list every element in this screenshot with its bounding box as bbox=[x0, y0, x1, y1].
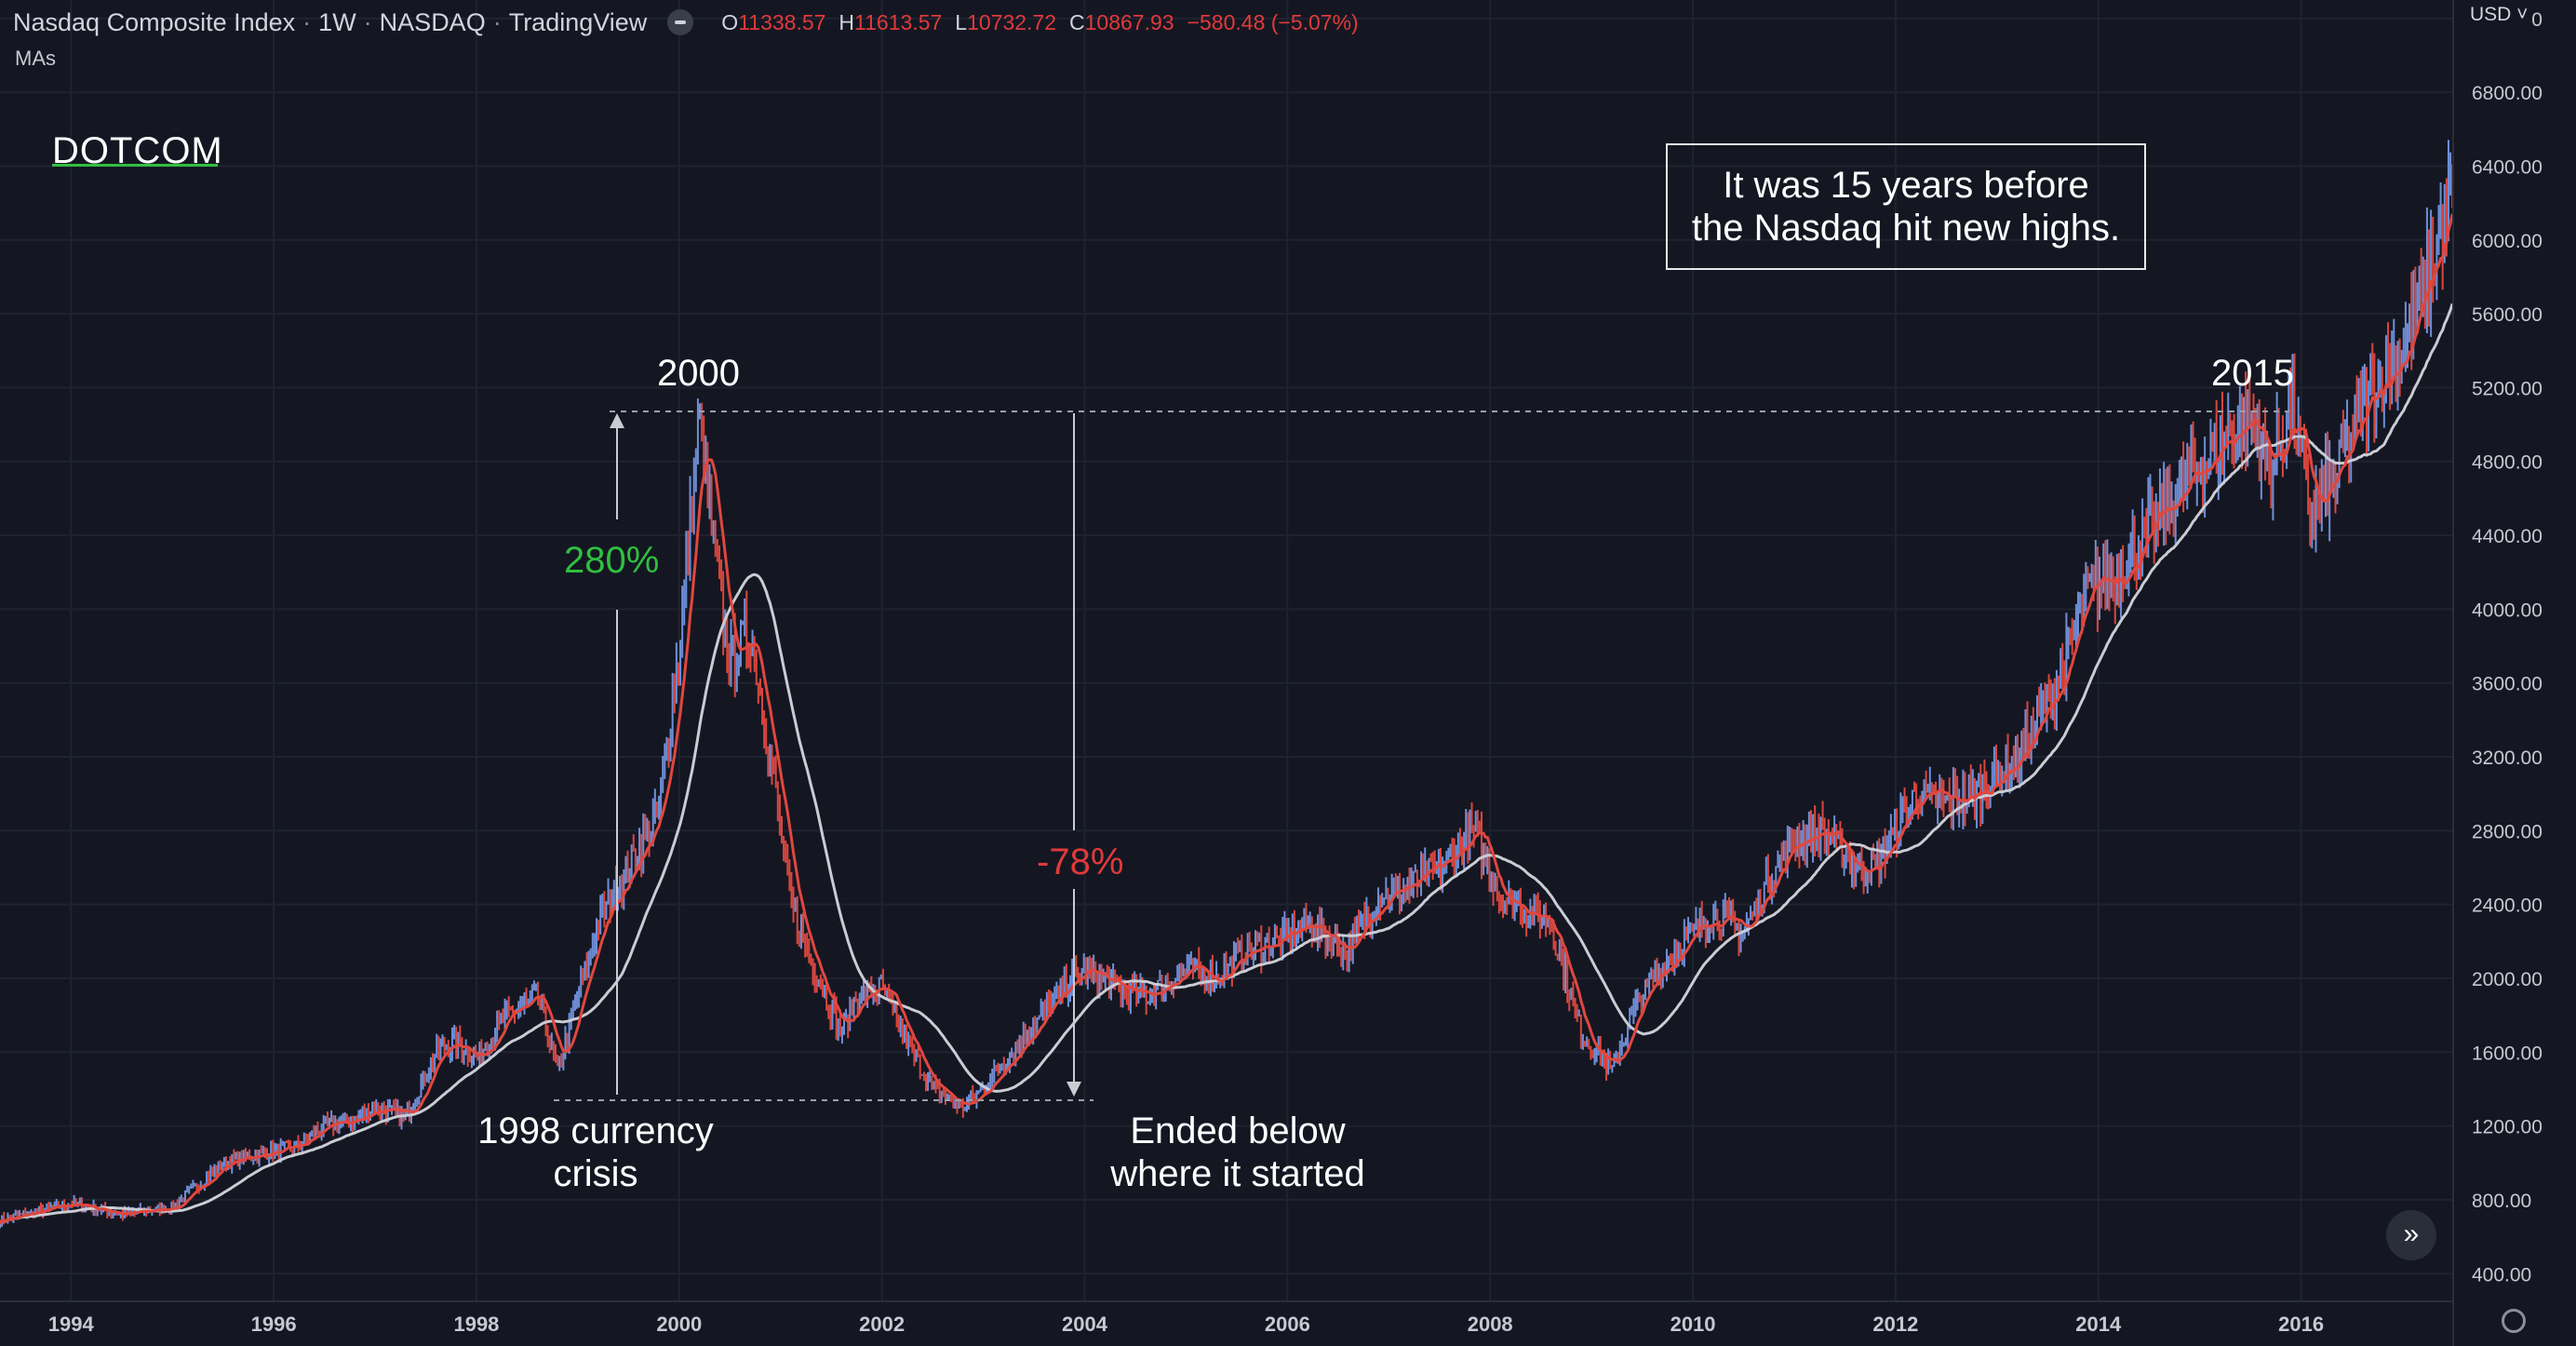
gain-percent: 280% bbox=[564, 540, 660, 581]
note-line-2: the Nasdaq hit new highs. bbox=[1691, 208, 2121, 249]
y-tick-label: 3200.00 bbox=[2472, 747, 2542, 769]
close-label: C bbox=[1069, 9, 1085, 34]
source: TradingView bbox=[508, 7, 648, 36]
label-2000: 2000 bbox=[657, 353, 740, 394]
open-label: O bbox=[721, 9, 739, 34]
settings-gear-icon[interactable] bbox=[2502, 1309, 2526, 1333]
ended-line-2: where it started bbox=[1110, 1153, 1365, 1194]
hide-eye-icon[interactable] bbox=[667, 9, 694, 35]
separator: · bbox=[492, 7, 502, 36]
separator: · bbox=[302, 7, 312, 36]
x-tick-label: 2008 bbox=[1468, 1312, 1513, 1336]
ma-slow-line bbox=[0, 303, 2454, 1226]
crisis-line-1: 1998 currency bbox=[477, 1110, 714, 1151]
currency-label: USD bbox=[2470, 4, 2512, 25]
ended-label: Ended below where it started bbox=[1070, 1110, 1405, 1195]
x-tick-label: 2002 bbox=[859, 1312, 905, 1336]
symbol-name[interactable]: Nasdaq Composite Index bbox=[13, 7, 296, 36]
axes: 400.00 800.00 1200.00 1600.00 2000.00 2400.00… bbox=[48, 9, 2542, 1336]
chart-header: Nasdaq Composite Index · 1W · NASDAQ · T… bbox=[13, 6, 1359, 39]
ended-line-1: Ended below bbox=[1130, 1110, 1346, 1151]
loss-arrow-head bbox=[1067, 1082, 1081, 1097]
x-tick-label: 2004 bbox=[1062, 1312, 1108, 1336]
exchange: NASDAQ bbox=[379, 7, 486, 36]
separator: · bbox=[363, 7, 372, 36]
change-value: −580.48 (−5.07%) bbox=[1187, 9, 1359, 34]
y-tick-label: 2400.00 bbox=[2472, 895, 2542, 917]
y-tick-label: 6400.00 bbox=[2472, 156, 2542, 178]
x-tick-label: 1998 bbox=[453, 1312, 499, 1336]
x-tick-label: 1996 bbox=[251, 1312, 297, 1336]
grid bbox=[0, 0, 2453, 1301]
interval[interactable]: 1W bbox=[318, 7, 356, 36]
x-tick-label: 2012 bbox=[1872, 1312, 1918, 1336]
y-tick-label: 6800.00 bbox=[2472, 83, 2542, 104]
scroll-to-latest-button[interactable]: » bbox=[2386, 1210, 2436, 1260]
x-tick-label: 2014 bbox=[2075, 1312, 2122, 1336]
y-tick-label: 1200.00 bbox=[2472, 1117, 2542, 1138]
indicator-legend[interactable]: MAs bbox=[15, 47, 56, 70]
y-tick-label: 6000.00 bbox=[2472, 231, 2542, 252]
high-value: 11613.57 bbox=[854, 9, 943, 34]
gain-arrow-head bbox=[610, 413, 624, 428]
high-label: H bbox=[839, 9, 855, 34]
label-2015: 2015 bbox=[2211, 353, 2294, 394]
open-value: 11338.57 bbox=[738, 9, 826, 34]
x-tick-label: 2000 bbox=[656, 1312, 702, 1336]
double-chevron-right-icon: » bbox=[2403, 1218, 2420, 1249]
x-tick-label: 2016 bbox=[2278, 1312, 2324, 1336]
y-tick-label: 1600.00 bbox=[2472, 1043, 2542, 1064]
chevron-down-icon: ˅ bbox=[2511, 4, 2529, 25]
x-tick-label: 2006 bbox=[1265, 1312, 1310, 1336]
low-value: 10732.72 bbox=[967, 9, 1057, 34]
note-box: It was 15 years before the Nasdaq hit ne… bbox=[1666, 143, 2146, 270]
candles bbox=[0, 140, 2454, 1229]
x-tick-label: 2010 bbox=[1670, 1312, 1716, 1336]
loss-percent: -78% bbox=[1037, 841, 1124, 882]
ma-fast-line bbox=[0, 213, 2454, 1226]
crisis-label: 1998 currency crisis bbox=[437, 1110, 754, 1195]
ohlc-values: O11338.57 H11613.57 L10732.72 C10867.93 … bbox=[721, 10, 1358, 35]
note-line-1: It was 15 years before bbox=[1723, 165, 2089, 206]
y-tick-label: 5600.00 bbox=[2472, 304, 2542, 326]
low-label: L bbox=[955, 9, 968, 34]
currency-selector[interactable]: USD ˅ bbox=[2466, 2, 2532, 28]
y-tick-label: 4000.00 bbox=[2472, 599, 2542, 621]
y-tick-label: 5200.00 bbox=[2472, 378, 2542, 399]
y-tick-label: 3600.00 bbox=[2472, 674, 2542, 695]
y-tick-label: 4400.00 bbox=[2472, 526, 2542, 547]
y-tick-label: 800.00 bbox=[2472, 1191, 2531, 1212]
y-tick-label: 400.00 bbox=[2472, 1264, 2531, 1285]
close-value: 10867.93 bbox=[1084, 9, 1174, 34]
y-tick-label: 2000.00 bbox=[2472, 969, 2542, 990]
crisis-line-2: crisis bbox=[553, 1153, 638, 1194]
y-tick-label: 2800.00 bbox=[2472, 821, 2542, 842]
y-tick-label: 4800.00 bbox=[2472, 452, 2542, 474]
heading-underline bbox=[52, 164, 218, 167]
x-tick-label: 1994 bbox=[48, 1312, 95, 1336]
